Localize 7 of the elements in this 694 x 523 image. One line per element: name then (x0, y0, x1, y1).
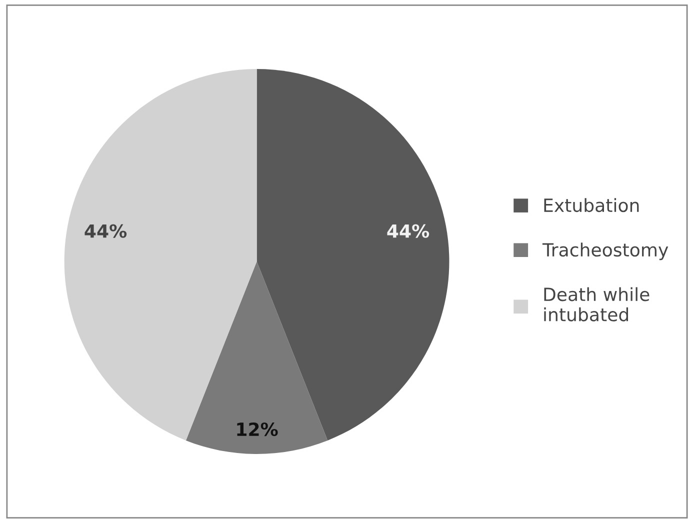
legend-label: Tracheostomy (542, 242, 668, 260)
data-label: 12% (237, 422, 278, 436)
legend-label: Death while intubated (544, 287, 650, 322)
legend-label: Extubation (544, 198, 639, 212)
data-label: 44% (387, 224, 430, 238)
data-label: 44% (84, 224, 127, 238)
pie-slice (186, 262, 328, 454)
